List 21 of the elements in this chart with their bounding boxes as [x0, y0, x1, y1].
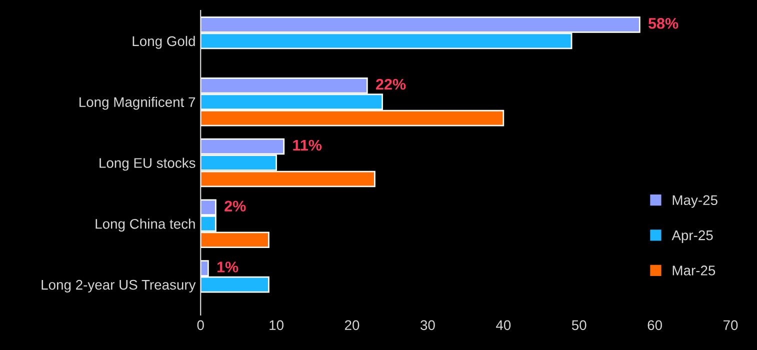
x-tick-label: 50: [572, 320, 586, 330]
legend-label: May-25: [672, 195, 718, 208]
data-label: 58%: [648, 18, 678, 29]
y-tick-label: Long Magnificent 7: [80, 96, 196, 110]
y-tick-label: Long 2-year US Treasury: [42, 280, 196, 292]
x-tick-label: 0: [197, 320, 204, 330]
data-label: 1%: [217, 262, 238, 272]
x-tick-label: 60: [648, 320, 662, 330]
data-label: 11%: [293, 140, 322, 151]
y-tick-label: Long China tech: [96, 218, 195, 232]
x-tick-label: 40: [496, 320, 511, 330]
x-tick-label: 10: [270, 320, 284, 330]
x-tick-label: 70: [723, 320, 738, 330]
legend-label: Mar-25: [672, 266, 716, 276]
x-tick-label: 20: [344, 320, 360, 330]
data-label: 22%: [376, 78, 406, 90]
y-tick-label: Long EU stocks: [100, 158, 196, 171]
y-tick-label: Long Gold: [132, 36, 195, 49]
legend-label: Apr-25: [672, 230, 713, 243]
data-label: 2%: [224, 200, 246, 212]
x-tick-label: 30: [420, 320, 435, 330]
